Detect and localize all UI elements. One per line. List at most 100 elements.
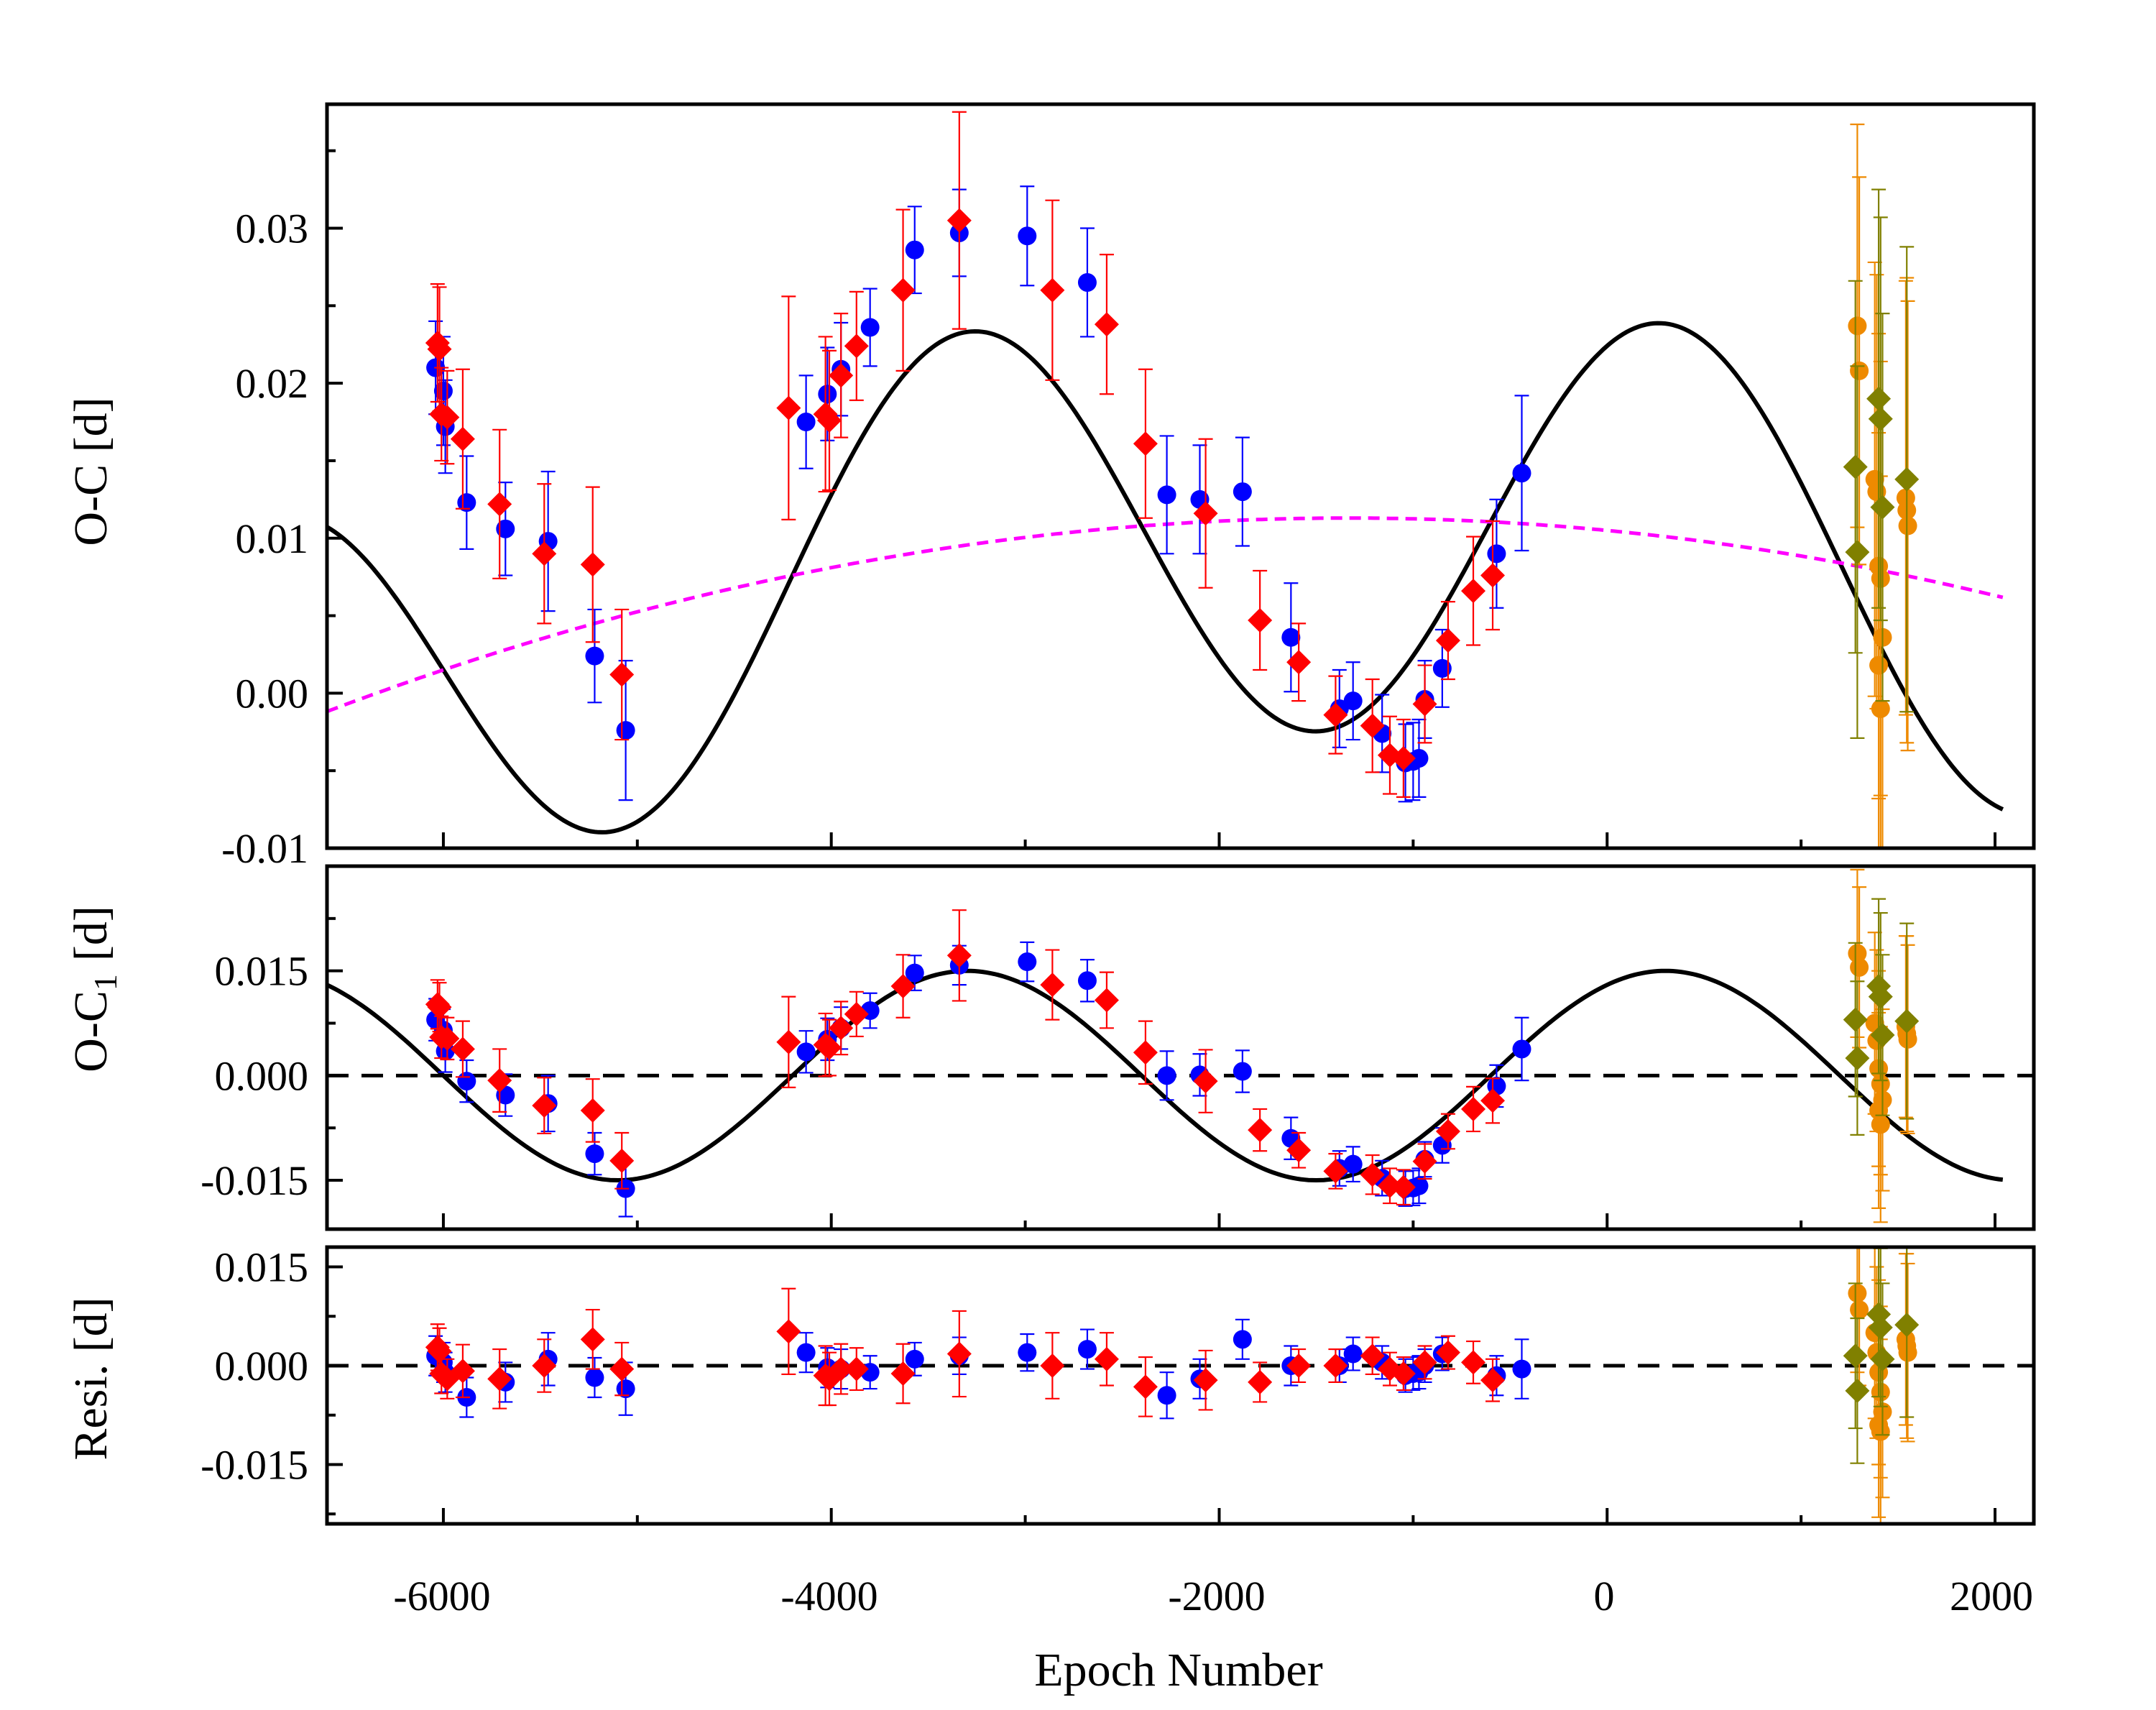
data-point bbox=[1233, 1062, 1252, 1081]
data-point bbox=[1040, 973, 1065, 998]
data-point bbox=[1133, 1040, 1158, 1065]
data-point bbox=[1157, 485, 1176, 505]
data-point bbox=[1391, 745, 1416, 771]
y-tick-label: -0.015 bbox=[201, 1157, 308, 1204]
data-point bbox=[496, 519, 515, 538]
data-point bbox=[427, 995, 452, 1020]
data-point bbox=[776, 395, 801, 420]
data-point bbox=[1871, 1422, 1890, 1441]
data-point bbox=[1848, 1284, 1867, 1303]
data-point bbox=[532, 541, 557, 566]
data-point bbox=[585, 646, 604, 666]
data-point bbox=[1323, 1159, 1348, 1184]
data-point bbox=[427, 336, 452, 362]
data-point bbox=[1432, 658, 1452, 678]
x-axis-title: Epoch Number bbox=[1034, 1644, 1322, 1696]
data-point bbox=[890, 1361, 916, 1386]
y-tick-label: 0.000 bbox=[215, 1343, 309, 1389]
data-point bbox=[609, 662, 635, 687]
data-point bbox=[1870, 1023, 1895, 1048]
olive-points-series bbox=[1843, 1247, 1920, 1464]
data-point bbox=[1871, 1075, 1890, 1093]
data-point bbox=[890, 277, 916, 303]
data-point bbox=[1843, 1343, 1868, 1369]
data-point bbox=[1281, 628, 1301, 647]
data-point bbox=[1894, 466, 1920, 492]
top-frame bbox=[325, 102, 2036, 850]
blue-points-series bbox=[426, 185, 1531, 803]
data-point bbox=[580, 1098, 605, 1123]
data-point bbox=[796, 1042, 816, 1062]
data-point bbox=[905, 240, 924, 259]
data-point bbox=[487, 1068, 512, 1093]
data-point bbox=[1480, 563, 1506, 588]
data-point bbox=[1094, 312, 1119, 337]
data-point bbox=[1193, 501, 1218, 526]
data-point bbox=[829, 363, 854, 388]
ylabel-bottom: Resi. [d] bbox=[65, 1297, 117, 1460]
y-tick-label: -0.015 bbox=[201, 1442, 308, 1489]
data-point bbox=[1157, 1066, 1176, 1085]
middle-panel: -0.015 0.000 0.015 bbox=[201, 864, 2036, 1231]
data-point bbox=[905, 963, 924, 983]
data-point bbox=[457, 1072, 476, 1091]
data-point bbox=[1845, 1046, 1870, 1071]
data-point bbox=[1077, 1340, 1097, 1359]
y-tick-label: 0.01 bbox=[236, 515, 309, 562]
data-point bbox=[1248, 1118, 1273, 1143]
data-point bbox=[427, 1338, 452, 1364]
data-point bbox=[1480, 1368, 1506, 1393]
x-tick-label: -4000 bbox=[780, 1573, 877, 1619]
data-point bbox=[1435, 628, 1460, 653]
data-point bbox=[1848, 944, 1867, 963]
data-point bbox=[1898, 1343, 1917, 1362]
data-point bbox=[1233, 482, 1252, 502]
data-point bbox=[1894, 1008, 1920, 1034]
data-point bbox=[1018, 226, 1037, 246]
data-point bbox=[1193, 1069, 1218, 1094]
data-point bbox=[905, 1349, 924, 1369]
data-point bbox=[1850, 957, 1869, 977]
data-point bbox=[1850, 361, 1869, 380]
data-point bbox=[532, 1093, 557, 1118]
top-plot-area bbox=[327, 111, 2004, 848]
data-point bbox=[829, 1356, 854, 1382]
ylabel-top: O-C [d] bbox=[65, 397, 117, 546]
middle-plot-area bbox=[327, 868, 2034, 1223]
data-point bbox=[1412, 1350, 1437, 1375]
data-point bbox=[1286, 650, 1312, 675]
data-point bbox=[1286, 1138, 1312, 1163]
data-point bbox=[1040, 277, 1065, 303]
data-point bbox=[1286, 1353, 1312, 1378]
data-point bbox=[1843, 1007, 1868, 1032]
olive-points-series bbox=[1843, 898, 1920, 1136]
data-point bbox=[1018, 952, 1037, 972]
red-points-series bbox=[425, 111, 1506, 798]
data-point bbox=[1868, 1315, 1893, 1340]
data-point bbox=[1360, 1162, 1385, 1187]
data-point bbox=[1133, 1374, 1158, 1399]
ylabel-middle: O-C1 [d] bbox=[65, 906, 124, 1072]
data-point bbox=[1435, 1119, 1460, 1144]
data-point bbox=[1360, 713, 1385, 738]
data-point bbox=[1391, 1361, 1416, 1386]
data-point bbox=[487, 492, 512, 517]
data-point bbox=[1850, 1300, 1869, 1320]
data-point bbox=[829, 1016, 854, 1041]
olive-points-series bbox=[1843, 188, 1920, 740]
data-point bbox=[1323, 702, 1348, 727]
data-point bbox=[1843, 454, 1868, 479]
data-point bbox=[796, 413, 816, 432]
data-point bbox=[1343, 1154, 1363, 1174]
data-point bbox=[1343, 1344, 1363, 1364]
data-point bbox=[1871, 699, 1890, 718]
data-point bbox=[817, 408, 842, 433]
data-point bbox=[1898, 516, 1917, 535]
data-point bbox=[844, 1001, 869, 1026]
data-point bbox=[1360, 1343, 1385, 1369]
data-point bbox=[609, 1148, 635, 1173]
middle-frame bbox=[325, 864, 2036, 1231]
data-point bbox=[1512, 464, 1531, 483]
data-point bbox=[616, 721, 635, 740]
